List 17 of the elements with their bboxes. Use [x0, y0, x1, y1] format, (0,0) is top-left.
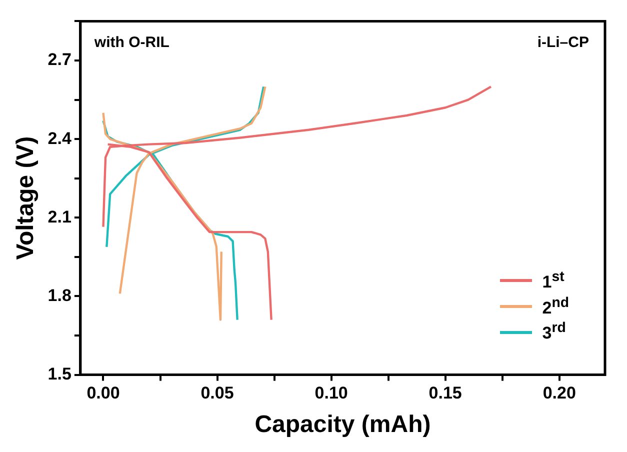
- y-tick-label: 2.1: [48, 207, 72, 226]
- y-tick-label: 1.5: [48, 364, 72, 384]
- x-tick-label: 0.00: [86, 384, 120, 403]
- y-tick-label: 2.4: [48, 128, 72, 148]
- legend-label: 2$^{nd}$: [542, 294, 569, 318]
- annotation: with O-RIL: [93, 34, 170, 51]
- y-tick-label: 2.7: [48, 50, 72, 70]
- x-axis-title: Capacity (mAh): [254, 411, 431, 438]
- y-tick-label: 1.8: [48, 286, 72, 305]
- legend-label: 3$^{rd}$: [542, 320, 566, 344]
- x-tick-label: 0.20: [542, 384, 576, 403]
- legend-label: 1$^{st}$: [542, 269, 564, 293]
- x-tick-label: 0.10: [314, 384, 348, 403]
- y-axis-title: Voltage (V): [12, 136, 40, 260]
- x-tick-label: 0.15: [428, 384, 462, 403]
- annotation: i-Li–CP: [537, 34, 589, 51]
- x-tick-label: 0.05: [200, 384, 234, 403]
